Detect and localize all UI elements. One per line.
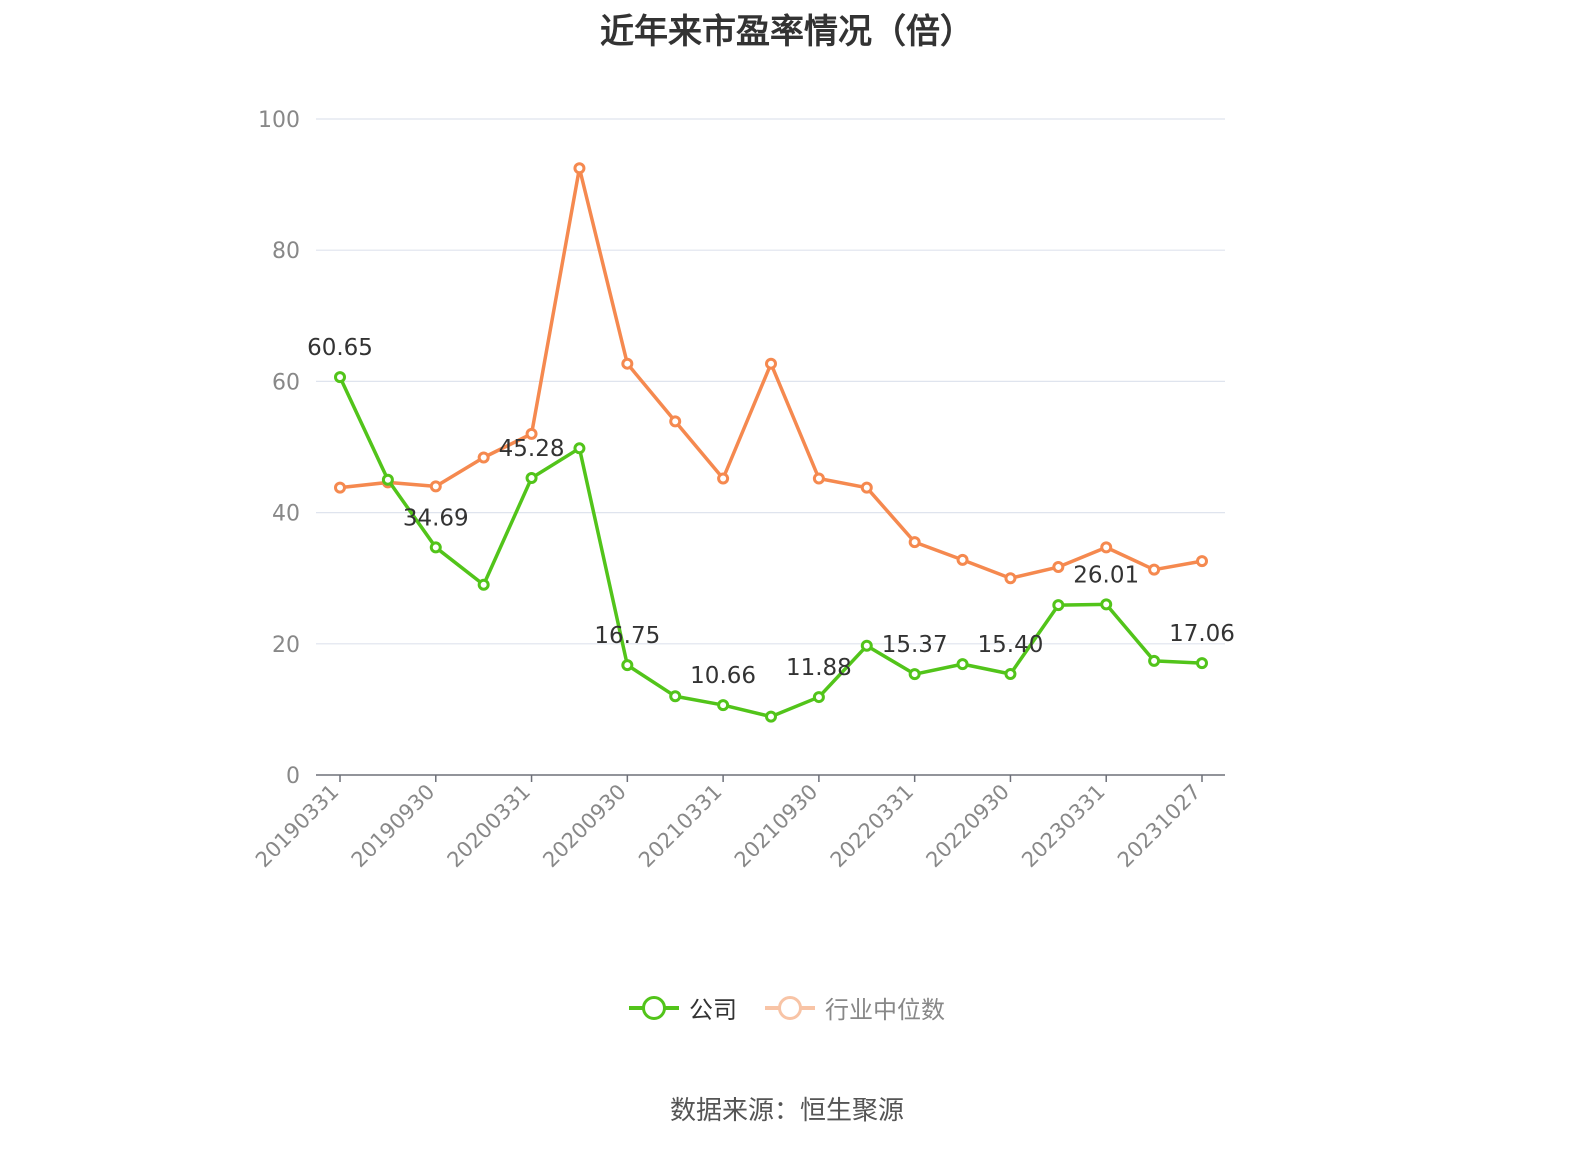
data-point-company [908,668,921,681]
legend-label-industry: 行业中位数 [825,996,945,1024]
data-point-company [477,578,490,591]
data-point-industry [621,357,634,370]
data-label: 17.06 [1169,621,1235,647]
series-line-company [338,376,1203,719]
data-point-company [1100,598,1113,611]
data-point-industry [956,553,969,566]
data-point-industry [1148,563,1161,576]
data-point-company [1052,599,1065,612]
legend-swatch-company [629,995,679,1020]
data-point-industry [477,451,490,464]
line-chart: 0 20 40 60 80 100 20190331 20190930 20200331 2020… [251,108,1235,873]
data-point-industry [1196,555,1208,568]
grid-lines [316,118,1225,645]
y-tick-label: 100 [258,108,300,133]
data-point-company [1148,654,1161,667]
data-point-company [525,471,538,484]
series-line-industry [339,166,1203,580]
y-tick-label: 0 [286,764,300,789]
data-point-company [669,690,682,703]
data-point-industry [1004,572,1017,585]
data-point-industry [334,481,346,494]
data-point-company [860,639,873,652]
data-point-industry [765,357,777,370]
x-tick-label: 20220331 [826,780,919,873]
legend-item-company[interactable]: 公司 [629,990,737,1025]
data-point-industry [1100,541,1113,554]
data-point-industry [525,427,538,440]
x-tick-label: 20190930 [347,780,440,873]
legend-label-company: 公司 [689,996,737,1024]
y-tick-label: 20 [272,633,300,658]
data-label: 60.65 [307,335,373,361]
data-label: 16.75 [594,623,660,649]
data-labels: 60.65 34.69 45.28 16.75 10.66 11.88 15.37 15.40… [307,335,1235,689]
y-tick-label: 80 [272,239,300,264]
series-lines [334,162,1208,723]
y-tick-label: 40 [272,502,300,527]
legend-swatch-industry [765,995,815,1020]
y-tick-label: 60 [272,370,300,395]
data-point-company [573,442,586,455]
data-point-company [429,541,442,554]
data-point-company [1004,667,1017,680]
x-tick-label: 20210930 [730,780,823,873]
chart-title: 近年来市盈率情况（倍） [600,12,974,52]
data-point-company [334,371,346,384]
data-point-industry [812,472,825,485]
data-label: 11.88 [786,655,852,681]
legend-item-industry[interactable]: 行业中位数 [765,990,945,1025]
legend: 公司 行业中位数 [0,990,1574,1025]
data-point-industry [669,415,682,428]
data-point-company [765,710,777,723]
data-point-industry [908,536,921,549]
source-note: 数据来源：恒生聚源 [669,1096,904,1126]
data-point-company [381,473,394,486]
data-label: 10.66 [690,663,756,689]
data-label: 34.69 [403,505,469,531]
x-tick-label: 20210331 [634,780,727,873]
data-point-company [1196,657,1208,670]
data-point-industry [717,472,730,485]
data-point-company [717,699,730,712]
data-label: 15.37 [882,632,948,658]
data-label: 45.28 [499,436,565,462]
x-tick-label: 20220930 [921,780,1014,873]
data-point-company [812,691,825,704]
data-point-company [956,658,969,671]
data-point-industry [1052,561,1065,574]
x-tick-label: 20231027 [1113,780,1206,873]
data-label: 26.01 [1073,562,1139,588]
data-point-industry [860,481,873,494]
data-point-company [621,659,634,672]
data-point-industry [429,480,442,493]
x-tick-label: 20200331 [443,780,536,873]
data-point-industry [573,162,586,175]
x-tick-label: 20190331 [251,780,344,873]
data-label: 15.40 [978,632,1044,658]
x-tick-label: 20230331 [1017,780,1110,873]
x-tick-label: 20200930 [538,780,631,873]
